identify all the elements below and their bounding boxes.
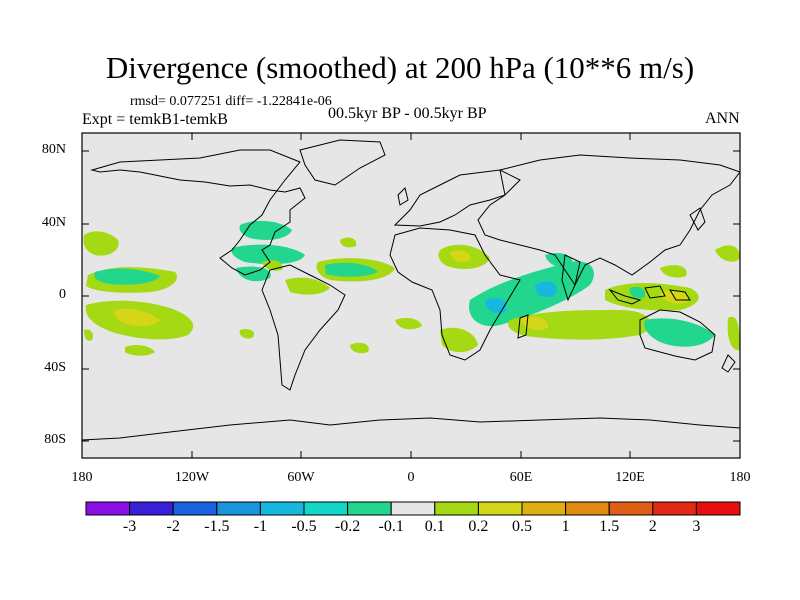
- colorbar-swatch: [347, 501, 392, 516]
- patch: [508, 310, 651, 340]
- patch: [440, 327, 478, 353]
- lat-label: 0: [59, 287, 66, 302]
- patch: [485, 298, 507, 314]
- lon-label: 120E: [615, 470, 645, 485]
- patch: [450, 250, 471, 262]
- coast-south-america: [261, 264, 346, 391]
- patch: [605, 283, 699, 311]
- colorbar-swatch: [477, 501, 523, 516]
- coast-asia: [477, 154, 741, 286]
- colorbar-swatch: [521, 501, 567, 516]
- patch: [395, 318, 422, 330]
- patch: [94, 268, 160, 285]
- coast-antarctica: [81, 417, 741, 441]
- colorbar-label: 0.2: [468, 518, 489, 535]
- coast-japan: [689, 207, 706, 231]
- colorbar-label: -0.5: [291, 518, 317, 535]
- coastlines: [81, 139, 741, 441]
- experiment-label: Expt = temkB1-temkB: [82, 111, 228, 128]
- lat-label: 80S: [44, 432, 66, 447]
- coast-europe: [393, 169, 521, 227]
- lon-label: 60E: [509, 470, 533, 485]
- lat-label: 40S: [44, 360, 66, 375]
- colorbar-swatch: [172, 501, 218, 516]
- patch: [84, 329, 93, 341]
- patch: [644, 318, 715, 347]
- coast-greenland: [299, 139, 386, 186]
- coast-uk: [397, 187, 409, 206]
- coast-indonesia: [608, 285, 691, 305]
- lon-label: 120W: [174, 470, 210, 485]
- colorbar-label: 3: [692, 518, 701, 535]
- axis-ticks: [81, 133, 741, 458]
- lat-label: 80N: [41, 142, 66, 157]
- coast-new-zealand: [721, 354, 736, 373]
- plot-title: Divergence (smoothed) at 200 hPa (10**6 …: [105, 50, 695, 85]
- patch: [340, 237, 357, 248]
- patch: [114, 308, 160, 327]
- colorbar-swatch: [434, 501, 479, 516]
- coast-africa: [389, 227, 521, 361]
- colorbar-swatch: [652, 501, 697, 516]
- patch: [727, 316, 740, 351]
- patch: [285, 277, 330, 295]
- lon-label: 180: [729, 470, 751, 485]
- colorbar-swatch: [608, 501, 654, 516]
- colorbar-label: -0.1: [378, 518, 404, 535]
- lat-label: 40N: [41, 215, 66, 230]
- patch: [350, 342, 369, 354]
- lon-label: 180: [71, 470, 93, 485]
- patch: [660, 265, 687, 278]
- coast-india: [561, 254, 581, 302]
- coast-north-america: [90, 149, 306, 276]
- colorbar-swatch: [695, 501, 741, 516]
- colorbar-label: 1.5: [599, 518, 620, 535]
- patch: [325, 262, 378, 277]
- coast-australia: [639, 309, 716, 361]
- colorbar-swatch: [565, 501, 610, 516]
- colorbar-swatch: [303, 501, 349, 516]
- colorbar-label: 2: [648, 518, 657, 535]
- stats-line: rmsd= 0.077251 diff= -1.22841e-06: [130, 94, 332, 109]
- colorbar-label: -3: [122, 518, 137, 535]
- season-label: ANN: [705, 110, 740, 127]
- patch: [125, 344, 155, 356]
- patch: [629, 286, 646, 299]
- patch: [236, 266, 271, 282]
- colorbar-swatch: [85, 501, 131, 516]
- colorbar-label: 0.1: [424, 518, 445, 535]
- colorbar-swatch: [129, 501, 174, 516]
- patch: [239, 220, 292, 240]
- colorbar-label: -1: [253, 518, 268, 535]
- patch: [239, 329, 255, 339]
- colorbar-label: 1: [561, 518, 570, 535]
- colorbar-label: 0.5: [512, 518, 532, 535]
- coast-madagascar: [517, 314, 529, 339]
- patch: [83, 231, 119, 256]
- colorbar-label: -2: [166, 518, 180, 535]
- colorbar-swatch: [390, 501, 436, 516]
- lon-label: 0: [407, 470, 415, 485]
- colorbar-swatch: [259, 501, 305, 516]
- patch: [535, 281, 557, 298]
- period-label: 00.5kyr BP - 00.5kyr BP: [328, 105, 487, 122]
- patch: [715, 245, 740, 262]
- colorbar-swatch: [216, 501, 261, 516]
- colorbar-label: -0.2: [334, 518, 361, 535]
- colorbar-label: -1.5: [204, 518, 230, 535]
- lon-label: 60W: [287, 470, 315, 485]
- patch: [231, 244, 305, 265]
